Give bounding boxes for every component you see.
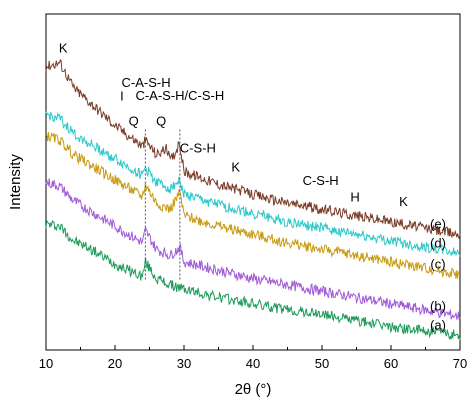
curve-label-d: (d) xyxy=(430,235,446,250)
peak-annotation: K xyxy=(59,41,68,56)
peak-annotation: K xyxy=(399,194,408,209)
peak-annotation: C-S-H xyxy=(303,173,339,188)
series-line-b xyxy=(45,178,461,321)
curve-labels: (a) (b) (c) (d) (e) xyxy=(430,217,446,333)
reference-lines xyxy=(144,129,181,281)
curve-label-e: (e) xyxy=(430,217,446,232)
x-axis-ticks: 10 20 30 40 50 60 70 xyxy=(39,345,467,371)
x-tick-label: 30 xyxy=(177,356,191,371)
curve-label-c: (c) xyxy=(430,256,445,271)
series-line-c xyxy=(45,131,461,279)
series-line-d xyxy=(45,111,461,257)
x-axis-label: 2θ (°) xyxy=(235,381,272,398)
peak-annotation: K xyxy=(231,159,240,174)
x-tick-label: 10 xyxy=(39,356,53,371)
curve-label-b: (b) xyxy=(430,298,446,313)
peak-annotation: C-S-H xyxy=(180,141,216,156)
series-layer xyxy=(45,58,461,341)
x-tick-label: 70 xyxy=(453,356,467,371)
y-axis-label: Intensity xyxy=(7,154,24,210)
series-line-a xyxy=(45,219,461,341)
x-tick-label: 20 xyxy=(108,356,122,371)
x-tick-label: 50 xyxy=(315,356,329,371)
peak-annotation: C-A-S-H xyxy=(121,75,170,90)
plot-frame xyxy=(45,13,461,351)
series-line-e xyxy=(45,58,461,240)
peak-annotation: C-A-S-H/C-S-H xyxy=(135,88,224,103)
peak-annotation: Q xyxy=(129,113,139,128)
curve-label-a: (a) xyxy=(430,317,446,332)
x-tick-label: 40 xyxy=(246,356,260,371)
x-tick-label: 60 xyxy=(384,356,398,371)
peak-annotation: I xyxy=(120,89,124,104)
peak-annotation: Q xyxy=(156,114,166,129)
peak-annotation: H xyxy=(350,189,359,204)
